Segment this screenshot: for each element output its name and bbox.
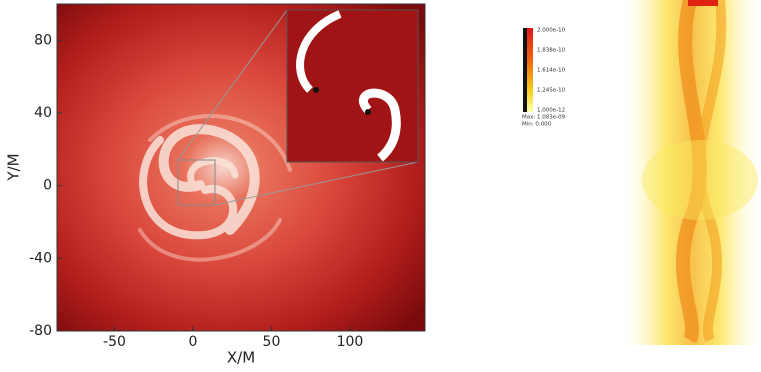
y-tick-label: 80 xyxy=(34,32,52,48)
colorbar: Max: 1.083e-09 Min: 0.000 xyxy=(522,28,566,128)
x-tick-label: -50 xyxy=(103,334,126,350)
colorbar-label: 1.838e-10 xyxy=(537,48,566,54)
y-axis-label: Y/M xyxy=(5,153,23,181)
y-tick-label: -80 xyxy=(29,323,52,339)
x-tick-label: 50 xyxy=(263,334,281,350)
y-tick-label: -40 xyxy=(29,250,52,266)
plot-area xyxy=(57,4,425,331)
x-tick-label: 100 xyxy=(337,334,364,350)
y-tick-label: 40 xyxy=(34,105,52,121)
x-axis-label: X/M xyxy=(227,349,255,367)
colorbar-min: Min: 0.000 xyxy=(522,122,552,128)
jet-image xyxy=(625,0,760,345)
colorbar-label: 1.245e-10 xyxy=(537,88,566,94)
plot-frame xyxy=(56,3,426,332)
colorbar-label: 1.614e-10 xyxy=(537,68,566,74)
colorbar-label: 2.000e-10 xyxy=(537,28,566,34)
colorbar-label: 1.000e-12 xyxy=(537,108,565,114)
colorbar-max: Max: 1.083e-09 xyxy=(522,115,566,121)
x-tick-label: 0 xyxy=(188,334,197,350)
y-tick-label: 0 xyxy=(43,178,52,194)
